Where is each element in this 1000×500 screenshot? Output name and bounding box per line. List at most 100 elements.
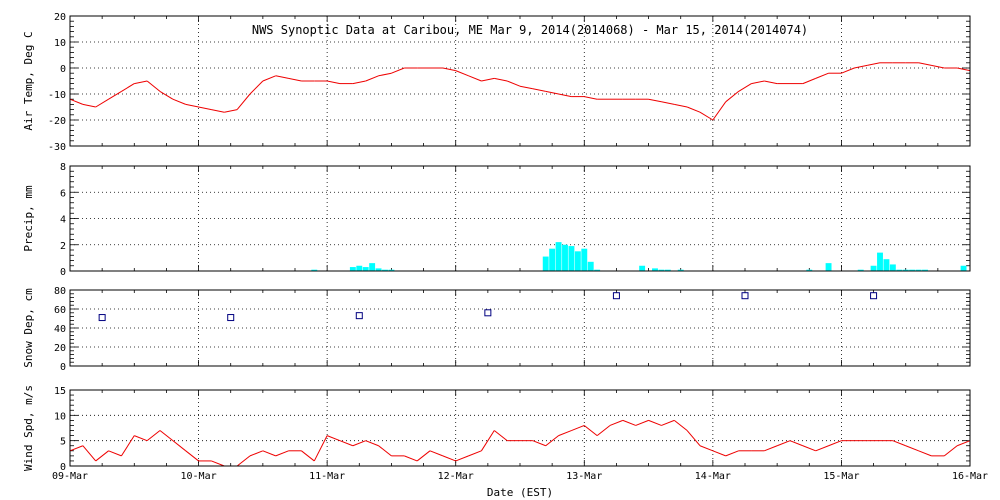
snow-depth-point: [612, 292, 620, 300]
precip-bar: [542, 256, 549, 271]
x-tick-label: 14-Mar: [695, 471, 731, 482]
precip-bar: [581, 248, 588, 271]
x-tick-label: 12-Mar: [438, 471, 474, 482]
precip-bar: [362, 267, 369, 271]
air-temp-series-segment: [854, 64, 868, 69]
chart-title: NWS Synoptic Data at Caribou, ME Mar 9, …: [252, 23, 808, 37]
wind-speed-series-segment: [545, 435, 559, 447]
air-temp-series-segment: [159, 90, 174, 100]
air-temp-y-tick-label: 0: [60, 64, 66, 75]
air-temp-series-segment: [391, 67, 405, 74]
precip-bar: [574, 251, 581, 271]
precip-bar: [555, 242, 562, 271]
wind-speed-series-segment: [943, 445, 958, 457]
wind-speed-series-segment: [918, 450, 932, 457]
air-temp-series-segment: [532, 88, 546, 92]
wind-speed-series-segment: [558, 430, 572, 437]
precip-bar: [658, 269, 665, 271]
wind-speed-series-segment: [416, 450, 431, 462]
wind-speed-series-segment: [159, 430, 174, 442]
air-temp-series-segment: [841, 67, 855, 74]
wind-speed-series-segment: [712, 450, 726, 457]
wind-speed-series-segment: [583, 425, 598, 436]
air-temp-series-segment: [931, 64, 945, 69]
wind-speed-series-segment: [776, 440, 791, 447]
wind-speed-series-segment: [95, 450, 109, 462]
precip-bar: [877, 252, 883, 271]
wind-speed-series-segment: [905, 445, 919, 452]
precip-bar: [375, 268, 382, 271]
wind-speed-series-segment: [571, 425, 585, 431]
air-temp-series-segment: [584, 96, 598, 100]
precip-bar: [652, 268, 658, 271]
wind-speed-series-segment: [339, 440, 354, 447]
precip-y-axis-title: Precip, mm: [22, 185, 35, 252]
air-temp-frame: [69, 15, 971, 147]
wind-speed-series-segment: [699, 445, 714, 452]
x-tick-label: 10-Mar: [181, 471, 217, 482]
wind-speed-series-segment: [892, 440, 906, 447]
snow-depth-point: [355, 312, 363, 320]
wind-speed-series-segment: [429, 450, 444, 457]
wind-speed-series-segment: [802, 445, 816, 452]
air-temp-series-segment: [95, 98, 109, 108]
wind-speed-series-segment: [648, 419, 662, 426]
air-temp-series-segment: [224, 109, 238, 113]
wind-speed-series-segment: [172, 440, 187, 452]
wind-speed-y-tick-label: 0: [60, 462, 66, 473]
air-temp-series-segment: [699, 111, 714, 121]
air-temp-series-segment: [236, 93, 251, 110]
wind-speed-series-segment: [815, 445, 829, 452]
x-tick-label: 13-Mar: [566, 471, 602, 482]
wind-speed-series-segment: [493, 430, 508, 442]
precip-bar: [388, 269, 395, 271]
precip-y-tick-label: 0: [60, 267, 66, 278]
x-tick-label: 16-Mar: [952, 471, 988, 482]
precip-bar: [549, 248, 556, 271]
air-temp-series-segment: [545, 90, 559, 95]
precip-bar: [806, 269, 813, 271]
snow-depth-point: [98, 314, 106, 322]
wind-speed-series-segment: [275, 450, 289, 457]
precip-bar: [909, 269, 916, 271]
air-temp-series-segment: [558, 93, 572, 98]
snow-depth-point: [870, 292, 878, 300]
air-temp-series-segment: [494, 77, 508, 82]
air-temp-series-segment: [661, 101, 675, 105]
air-temp-series-segment: [185, 103, 199, 108]
air-temp-series-segment: [82, 103, 96, 108]
wind-speed-series-segment: [956, 440, 971, 447]
precip-bar: [356, 265, 363, 271]
wind-speed-y-tick-label: 10: [54, 411, 66, 422]
air-temp-series-segment: [442, 67, 456, 72]
wind-speed-series-segment: [262, 450, 276, 457]
x-axis-title: Date (EST): [487, 486, 553, 499]
air-temp-series-segment: [455, 70, 469, 77]
wind-speed-series-segment: [673, 420, 688, 431]
air-temp-y-tick-label: 20: [54, 12, 66, 23]
wind-speed-series-segment: [468, 450, 482, 457]
precip-bar: [902, 269, 909, 271]
air-temp-series-segment: [211, 109, 225, 113]
air-temp-series-segment: [738, 83, 752, 92]
wind-speed-series-segment: [442, 455, 456, 462]
air-temp-series-segment: [121, 83, 135, 92]
wind-speed-series-segment: [301, 450, 315, 462]
wind-speed-series-segment: [82, 445, 97, 462]
air-temp-series-segment: [802, 77, 816, 85]
snow-depth-y-tick-label: 60: [54, 305, 66, 316]
air-temp-y-tick-label: -10: [48, 90, 66, 101]
x-tick-label: 11-Mar: [309, 471, 345, 482]
precip-bar: [568, 246, 575, 271]
precip-y-tick-label: 4: [60, 215, 66, 226]
precip-bar: [883, 259, 890, 271]
air-temp-series-segment: [648, 98, 662, 103]
wind-speed-series-segment: [661, 419, 675, 426]
air-temp-series-segment: [352, 80, 366, 85]
precip-y-tick-label: 6: [60, 188, 66, 199]
air-temp-series-segment: [468, 75, 482, 82]
air-temp-series-segment: [815, 72, 829, 79]
air-temp-series-segment: [481, 77, 495, 82]
air-temp-series-segment: [69, 98, 84, 105]
